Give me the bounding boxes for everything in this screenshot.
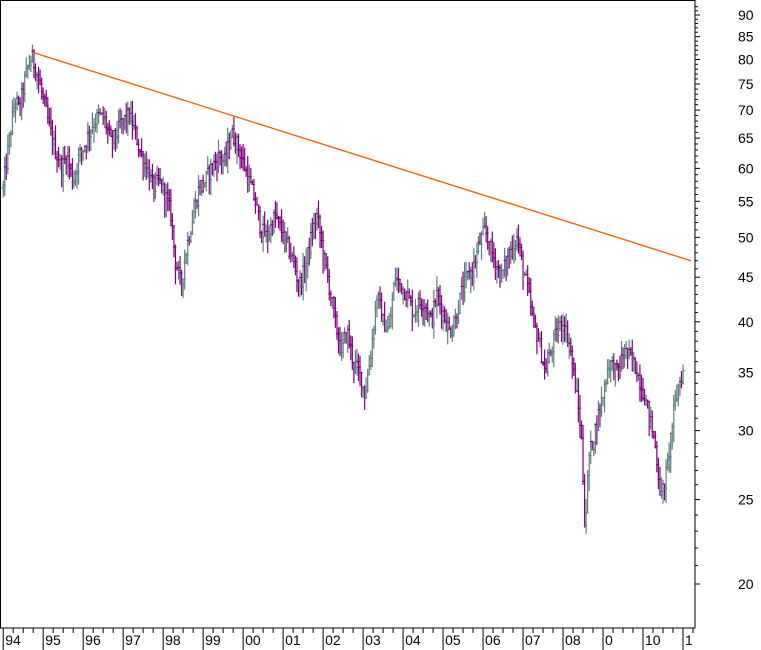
- y-tick-label: 30: [738, 423, 754, 439]
- y-tick-label: 35: [738, 364, 754, 380]
- x-tick-label: 03: [365, 632, 381, 648]
- x-tick-label: 04: [405, 632, 421, 648]
- y-tick-label: 50: [738, 229, 754, 245]
- x-tick-label: 06: [485, 632, 501, 648]
- x-tick-label: 08: [565, 632, 581, 648]
- resistance-trendline: [32, 51, 692, 262]
- y-tick-label: 85: [738, 29, 754, 45]
- x-tick-label: 00: [245, 632, 261, 648]
- y-tick-label: 70: [738, 102, 754, 118]
- y-axis-ticks: 20 25 30 35 40 45 50 55 60 65 70 75 80 85 90: [695, 6, 754, 592]
- y-tick-label: 80: [738, 52, 754, 68]
- y-tick-label: 40: [738, 314, 754, 330]
- x-tick-label: 02: [325, 632, 341, 648]
- x-tick-label: 10: [645, 632, 661, 648]
- x-tick-label: 07: [525, 632, 541, 648]
- x-tick-label: 99: [205, 632, 221, 648]
- x-tick-label: 01: [285, 632, 301, 648]
- y-tick-label: 45: [738, 269, 754, 285]
- x-tick-label: 97: [125, 632, 141, 648]
- x-tick-label: 98: [165, 632, 181, 648]
- y-tick-label: 20: [738, 576, 754, 592]
- x-tick-label: 1: [685, 632, 693, 648]
- x-tick-label: 95: [45, 632, 61, 648]
- x-tick-label: 0: [605, 632, 613, 648]
- x-tick-label: 94: [5, 632, 21, 648]
- y-tick-label: 60: [738, 160, 754, 176]
- y-tick-label: 75: [738, 76, 754, 92]
- y-tick-label: 90: [738, 7, 754, 23]
- y-tick-label: 65: [738, 130, 754, 146]
- x-axis-ticks: 94 95 96 97 98 99 00 01 02 03 04 05 06 07 08 0 10 1: [2, 628, 694, 650]
- y-tick-label: 25: [738, 492, 754, 508]
- x-tick-label: 05: [445, 632, 461, 648]
- y-tick-label: 55: [738, 193, 754, 209]
- x-tick-label: 96: [85, 632, 101, 648]
- price-bars: [0, 44, 686, 534]
